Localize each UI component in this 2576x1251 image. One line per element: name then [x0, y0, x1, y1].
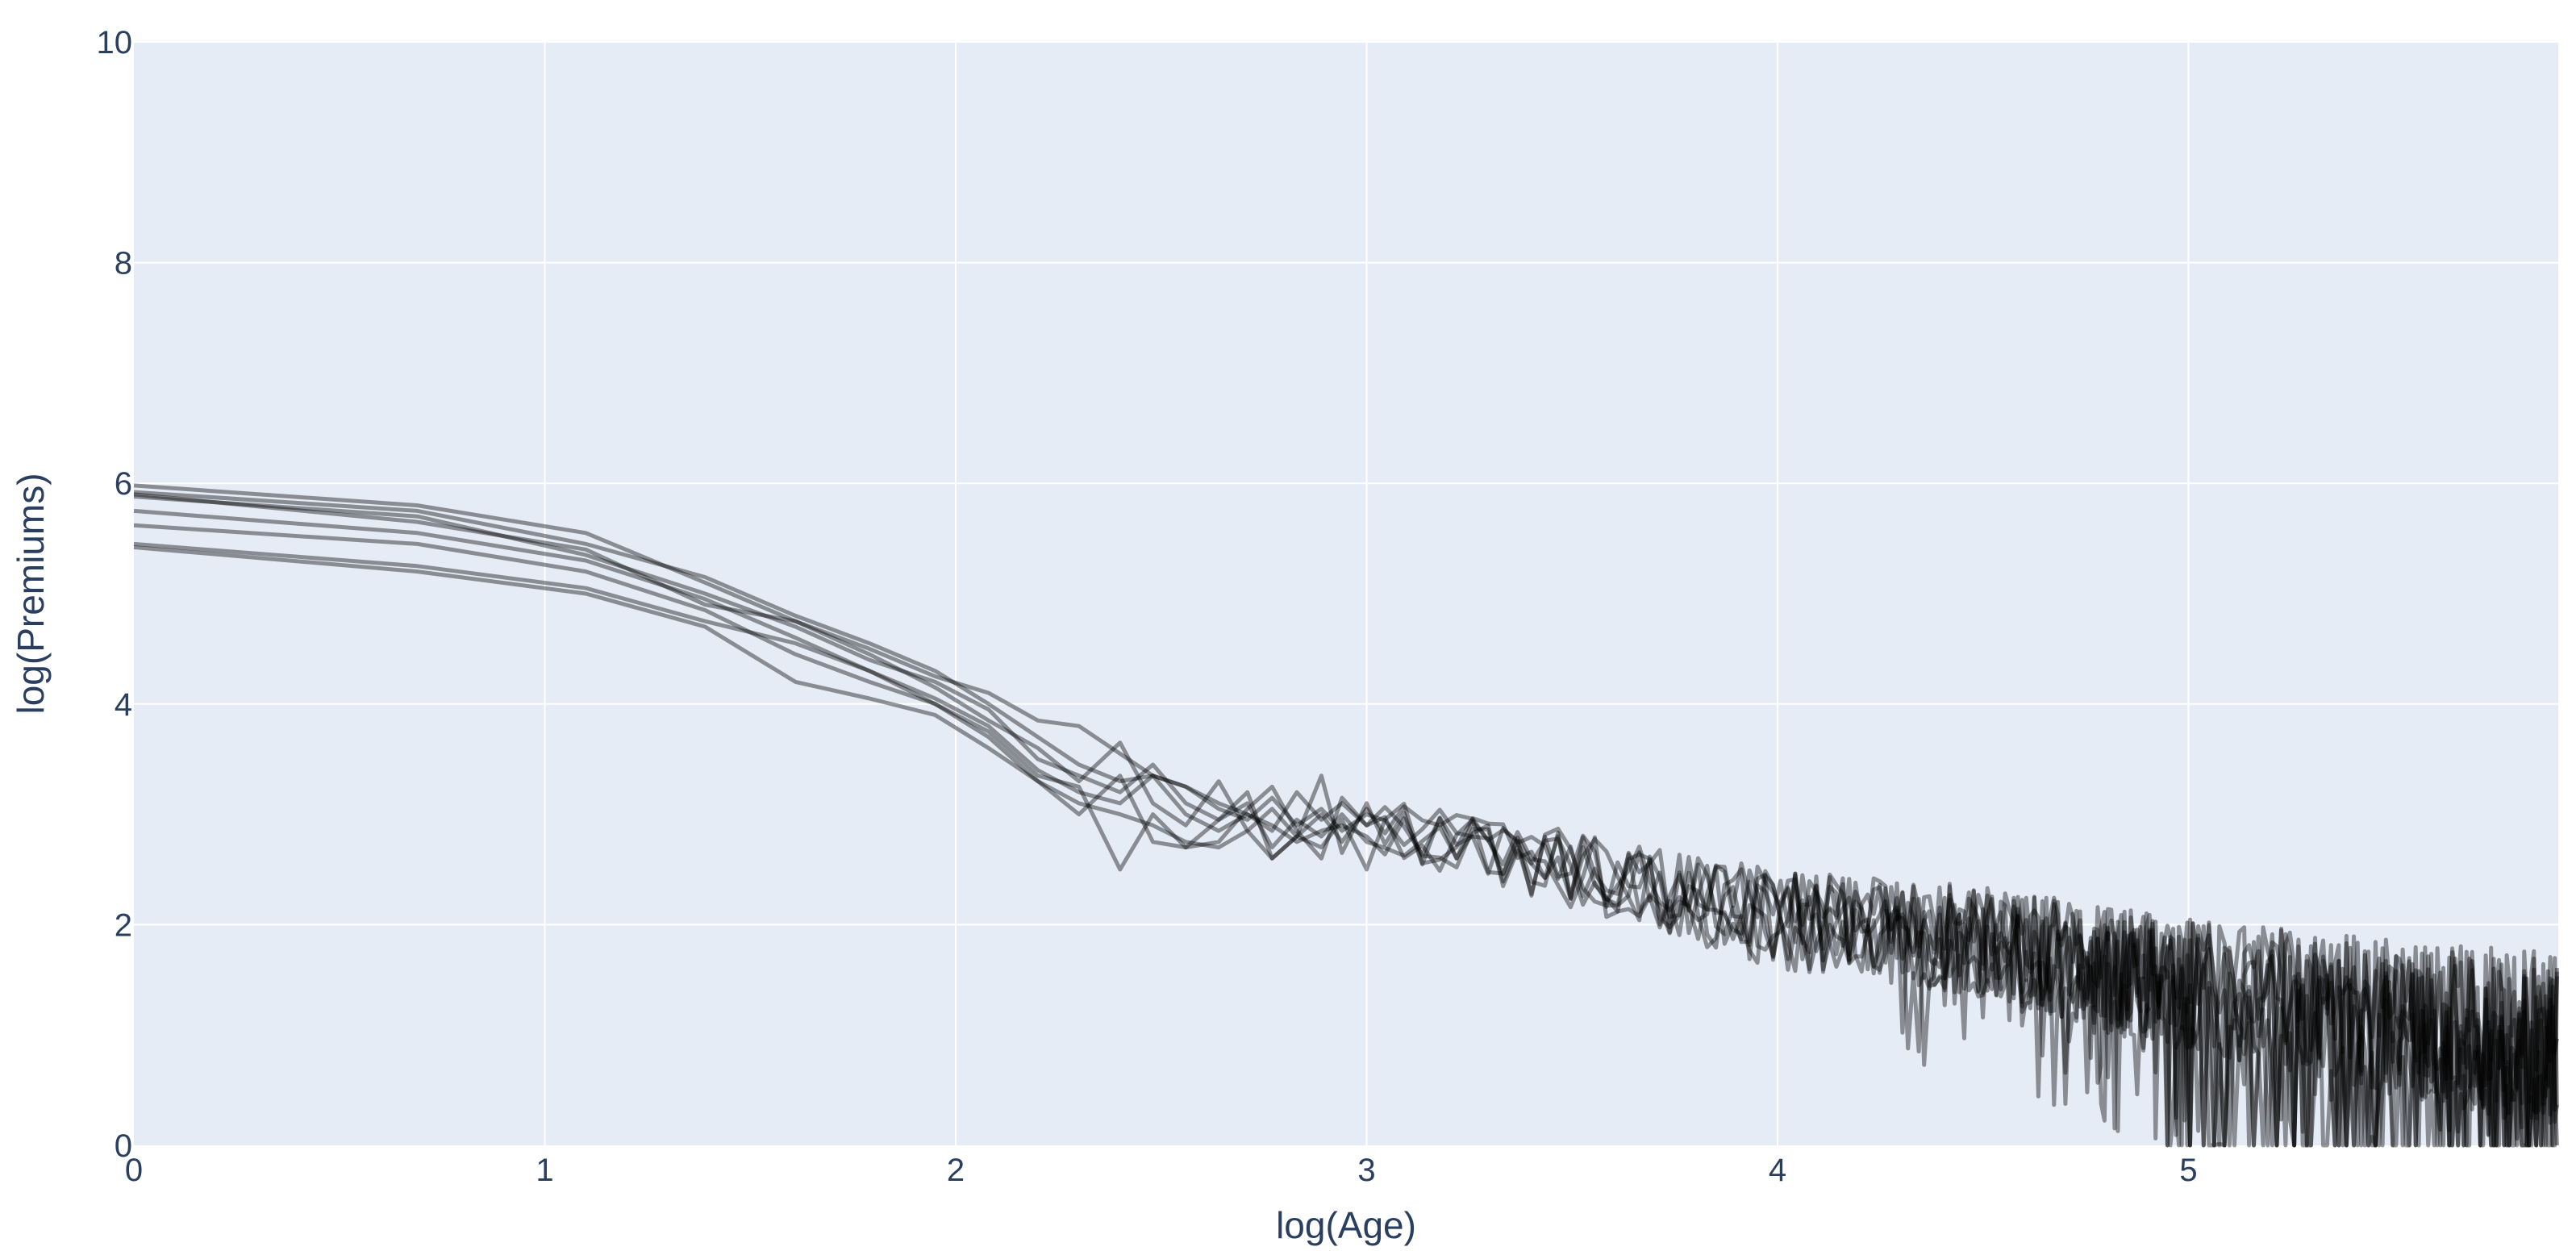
grid-layer — [134, 41, 2558, 1145]
y-tick-label: 8 — [115, 246, 132, 281]
x-tick-label: 3 — [1357, 1153, 1375, 1188]
tick-layer: 0 1 2 3 4 5 0 2 4 6 8 10 — [97, 25, 2198, 1188]
y-tick-label: 10 — [97, 25, 133, 60]
x-tick-label: 5 — [2179, 1153, 2197, 1188]
x-axis-title: log(Age) — [1276, 1204, 1416, 1246]
y-tick-label: 2 — [115, 907, 132, 943]
y-axis-title: log(Premiums) — [10, 473, 52, 714]
x-tick-label: 2 — [947, 1153, 965, 1188]
x-tick-label: 0 — [125, 1153, 143, 1188]
series-line-5 — [133, 523, 2559, 1148]
y-tick-label: 6 — [115, 466, 132, 502]
series-line-3 — [133, 494, 2559, 1148]
series-line-2 — [133, 490, 2559, 1148]
series-line-6 — [133, 541, 2559, 1148]
series-line-8 — [133, 492, 2559, 1148]
series-line-7 — [133, 545, 2559, 1148]
series-layer — [133, 483, 2559, 1148]
series-line-1 — [133, 483, 2559, 1148]
y-tick-label: 4 — [115, 687, 132, 723]
plot-background — [134, 42, 2558, 1145]
x-tick-label: 1 — [536, 1153, 553, 1188]
series-line-4 — [133, 508, 2559, 1148]
y-tick-label: 0 — [115, 1128, 132, 1164]
x-tick-label: 4 — [1769, 1153, 1786, 1188]
